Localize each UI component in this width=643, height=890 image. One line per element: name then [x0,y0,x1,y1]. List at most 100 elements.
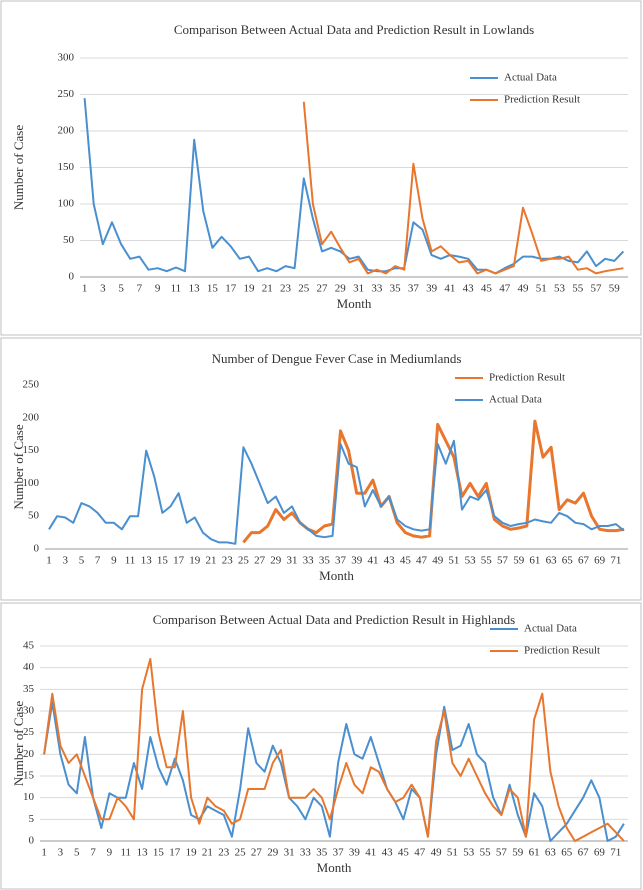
data-line [48,439,625,545]
x-tick-label: 29 [267,847,279,859]
chart-title: Comparison Between Actual Data and Predi… [153,612,516,627]
y-tick-label: 0 [29,835,35,847]
y-tick-label: 50 [28,510,40,522]
x-tick-label: 59 [513,555,525,567]
y-tick-label: 200 [23,411,40,423]
legend-label: Prediction Result [524,645,600,657]
legend-label: Prediction Result [504,94,580,106]
x-tick-label: 9 [107,847,113,859]
chart-panel: Comparison Between Actual Data and Predi… [0,602,642,890]
x-tick-label: 17 [173,555,185,567]
x-tick-label: 3 [58,847,64,859]
x-tick-label: 41 [444,283,455,295]
x-tick-label: 31 [286,555,297,567]
x-tick-label: 59 [609,283,621,295]
x-tick-label: 51 [536,283,547,295]
y-tick-label: 100 [23,477,40,489]
y-tick-label: 250 [58,88,75,100]
x-tick-label: 15 [157,555,169,567]
y-tick-label: 50 [63,234,75,246]
x-tick-label: 43 [463,283,475,295]
x-tick-label: 25 [238,555,250,567]
x-tick-label: 45 [398,847,410,859]
y-tick-label: 100 [58,198,75,210]
x-tick-label: 3 [62,555,68,567]
x-tick-label: 39 [349,847,361,859]
x-tick-label: 5 [79,555,85,567]
x-tick-label: 11 [120,847,131,859]
x-tick-label: 33 [371,283,383,295]
chart-title: Number of Dengue Fever Case in Mediumlan… [212,351,462,366]
x-tick-label: 9 [155,283,161,295]
x-tick-label: 57 [591,283,603,295]
x-tick-label: 21 [262,283,273,295]
x-axis-title: Month [337,296,372,311]
x-tick-label: 11 [125,555,136,567]
y-tick-label: 250 [23,379,40,391]
x-tick-label: 47 [416,555,428,567]
x-tick-label: 7 [95,555,101,567]
x-tick-label: 63 [545,847,557,859]
y-tick-label: 45 [23,640,35,652]
y-tick-label: 40 [23,661,35,673]
x-tick-label: 17 [169,847,181,859]
x-tick-label: 63 [546,555,558,567]
x-tick-label: 41 [365,847,376,859]
x-tick-label: 55 [481,555,493,567]
x-tick-label: 1 [82,283,88,295]
x-tick-label: 49 [432,555,444,567]
y-tick-label: 20 [23,748,35,760]
x-tick-label: 71 [610,847,621,859]
x-tick-label: 49 [517,283,529,295]
x-tick-label: 53 [463,847,475,859]
panel-border [0,337,642,601]
x-tick-label: 51 [448,555,459,567]
x-tick-label: 61 [529,555,540,567]
x-tick-label: 25 [298,283,310,295]
x-tick-label: 43 [384,555,396,567]
x-tick-label: 13 [137,847,149,859]
x-tick-label: 5 [74,847,80,859]
x-tick-label: 29 [270,555,282,567]
x-tick-label: 21 [202,847,213,859]
x-tick-label: 65 [562,555,574,567]
x-tick-label: 55 [572,283,584,295]
x-tick-label: 27 [317,283,329,295]
x-tick-label: 1 [41,847,47,859]
x-tick-label: 67 [578,847,590,859]
x-tick-label: 37 [335,555,347,567]
x-tick-label: 51 [447,847,458,859]
legend-label: Prediction Result [489,372,565,384]
x-tick-label: 33 [300,847,312,859]
x-tick-label: 67 [578,555,590,567]
x-tick-label: 45 [481,283,493,295]
x-tick-label: 7 [137,283,143,295]
x-tick-label: 53 [554,283,566,295]
x-tick-label: 71 [610,555,621,567]
legend-label: Actual Data [489,394,542,406]
x-tick-label: 37 [408,283,420,295]
x-tick-label: 47 [414,847,426,859]
x-tick-label: 53 [465,555,477,567]
x-tick-label: 55 [480,847,492,859]
x-tick-label: 23 [280,283,292,295]
y-tick-label: 35 [23,683,35,695]
x-tick-label: 47 [499,283,511,295]
x-tick-label: 35 [319,555,331,567]
chart-panel: Comparison Between Actual Data and Predi… [0,0,642,336]
chart-title: Comparison Between Actual Data and Predi… [174,22,534,37]
y-axis-title: Number of Case [11,125,26,210]
x-tick-label: 21 [205,555,216,567]
x-tick-label: 33 [303,555,315,567]
data-line [83,98,625,275]
x-tick-label: 45 [400,555,412,567]
data-line [302,101,624,275]
x-axis-title: Month [319,568,354,583]
x-tick-label: 29 [335,283,347,295]
x-tick-label: 19 [243,283,255,295]
x-tick-label: 7 [90,847,96,859]
x-tick-label: 5 [118,283,124,295]
x-tick-label: 3 [100,283,106,295]
